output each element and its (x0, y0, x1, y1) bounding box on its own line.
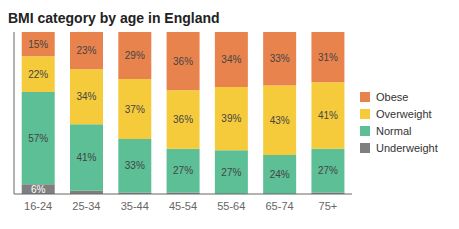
svg-text:23%: 23% (77, 45, 97, 56)
svg-text:55-64: 55-64 (217, 200, 245, 212)
svg-text:6%: 6% (31, 184, 46, 195)
svg-text:29%: 29% (125, 50, 145, 61)
svg-text:33%: 33% (125, 160, 145, 171)
svg-text:33%: 33% (270, 53, 290, 64)
svg-text:36%: 36% (173, 56, 193, 67)
svg-text:24%: 24% (270, 169, 290, 180)
svg-text:31%: 31% (318, 52, 338, 63)
svg-text:65-74: 65-74 (266, 200, 294, 212)
html-text:Obese: Obese (376, 90, 409, 103)
svg-text:57%: 57% (28, 133, 48, 144)
svg-text:25-34: 25-34 (72, 200, 100, 212)
svg-text:22%: 22% (28, 69, 48, 80)
svg-text:35-44: 35-44 (121, 200, 149, 212)
svg-text:43%: 43% (270, 115, 290, 126)
html-text:BMI category by age in England: BMI category by age in England (8, 10, 220, 26)
html-text:Overweight: Overweight (376, 107, 432, 120)
html-text:Normal: Normal (376, 124, 412, 137)
svg-text:15%: 15% (28, 39, 48, 50)
html-text:Underweight: Underweight (376, 141, 438, 154)
svg-text:41%: 41% (77, 152, 97, 163)
svg-text:16-24: 16-24 (24, 200, 52, 212)
svg-text:36%: 36% (173, 114, 193, 125)
svg-text:39%: 39% (221, 113, 241, 124)
svg-text:41%: 41% (318, 110, 338, 121)
svg-text:27%: 27% (221, 167, 241, 178)
svg-text:34%: 34% (221, 54, 241, 65)
svg-text:27%: 27% (318, 165, 338, 176)
svg-text:75+: 75+ (319, 200, 338, 212)
svg-text:34%: 34% (77, 91, 97, 102)
svg-text:27%: 27% (173, 165, 193, 176)
svg-text:45-54: 45-54 (169, 200, 197, 212)
svg-text:37%: 37% (125, 104, 145, 115)
